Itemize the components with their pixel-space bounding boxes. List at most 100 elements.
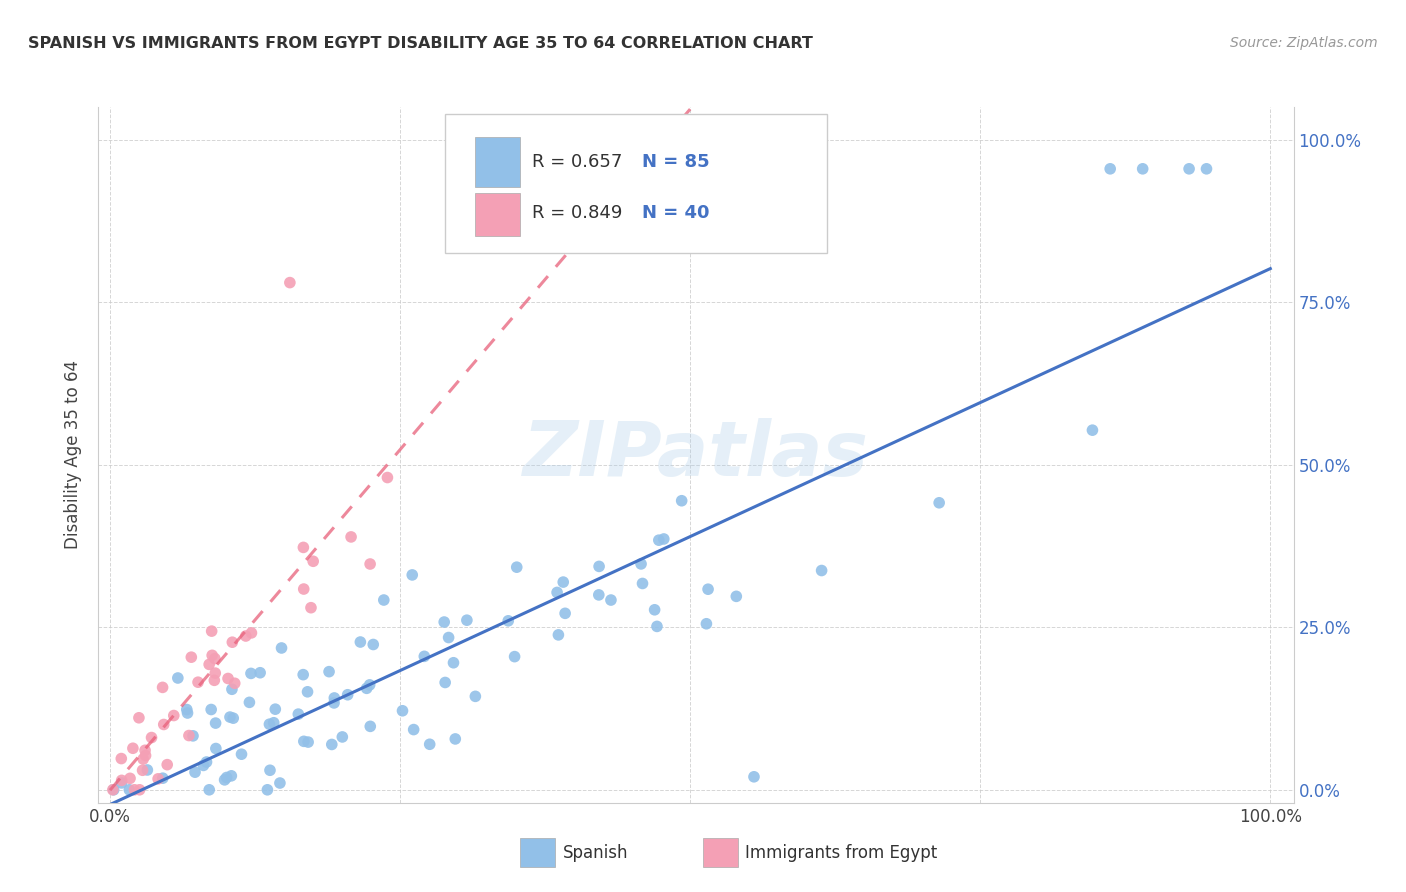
Point — [630, 557, 652, 571]
Point — [742, 770, 765, 784]
Point — [456, 613, 478, 627]
Point — [177, 729, 200, 743]
Point — [323, 696, 346, 710]
Point — [401, 568, 423, 582]
Point — [269, 776, 291, 790]
Point — [141, 731, 163, 745]
Point — [221, 682, 243, 697]
Point — [321, 738, 343, 752]
Point — [377, 470, 399, 484]
Point — [697, 582, 720, 597]
Point — [132, 752, 155, 766]
Point — [128, 782, 150, 797]
Point — [323, 690, 346, 705]
Text: ZIPatlas: ZIPatlas — [523, 418, 869, 491]
Point — [356, 681, 378, 696]
Point — [215, 771, 238, 785]
Point — [219, 710, 242, 724]
Point — [263, 715, 285, 730]
Point — [444, 731, 467, 746]
Point — [506, 560, 529, 574]
Point — [166, 671, 188, 685]
Point — [631, 576, 654, 591]
Point — [176, 702, 198, 716]
Point — [124, 782, 146, 797]
Y-axis label: Disability Age 35 to 64: Disability Age 35 to 64 — [65, 360, 83, 549]
Point — [648, 533, 671, 548]
Point — [297, 685, 319, 699]
Point — [292, 541, 315, 555]
Point — [1081, 423, 1104, 437]
Point — [373, 593, 395, 607]
Point — [163, 708, 186, 723]
Point — [1132, 161, 1154, 176]
Point — [181, 729, 204, 743]
Point — [193, 758, 215, 772]
Point — [928, 496, 950, 510]
Point — [588, 559, 610, 574]
FancyBboxPatch shape — [475, 137, 520, 187]
Point — [443, 656, 465, 670]
Point — [336, 688, 359, 702]
Point — [330, 730, 353, 744]
Point — [131, 764, 153, 778]
Point — [1099, 161, 1122, 176]
Text: Source: ZipAtlas.com: Source: ZipAtlas.com — [1230, 36, 1378, 50]
Point — [259, 717, 281, 731]
Point — [292, 734, 315, 748]
Text: Immigrants from Egypt: Immigrants from Egypt — [745, 844, 938, 862]
Point — [292, 667, 315, 681]
Point — [1178, 161, 1201, 176]
Point — [546, 585, 568, 599]
Point — [434, 675, 457, 690]
Point — [264, 702, 287, 716]
Point — [433, 615, 456, 629]
Point — [256, 782, 278, 797]
Point — [205, 741, 228, 756]
Point — [249, 665, 271, 680]
FancyBboxPatch shape — [475, 193, 520, 235]
Point — [287, 707, 309, 722]
Point — [200, 702, 222, 716]
Text: N = 85: N = 85 — [643, 153, 710, 171]
Point — [110, 751, 132, 765]
Point — [240, 666, 263, 681]
Point — [419, 737, 441, 751]
Point — [122, 741, 145, 756]
Point — [156, 757, 179, 772]
Point — [204, 716, 226, 731]
Point — [222, 711, 245, 725]
Point — [221, 769, 243, 783]
Point — [128, 711, 150, 725]
Point — [111, 773, 134, 788]
Point — [413, 649, 436, 664]
Point — [437, 631, 460, 645]
Point — [1195, 161, 1218, 176]
Point — [136, 763, 159, 777]
Point — [361, 638, 384, 652]
Point — [240, 626, 263, 640]
Point — [278, 276, 301, 290]
Point — [318, 665, 340, 679]
Point — [299, 600, 322, 615]
Point — [553, 575, 575, 590]
Point — [202, 673, 225, 688]
FancyBboxPatch shape — [446, 114, 827, 253]
Point — [297, 735, 319, 749]
Point — [464, 690, 486, 704]
Point — [238, 695, 260, 709]
Point — [176, 706, 198, 720]
Point — [204, 666, 226, 681]
Point — [292, 582, 315, 596]
Point — [204, 651, 226, 665]
Point — [600, 593, 623, 607]
Point — [349, 635, 371, 649]
Point — [359, 678, 381, 692]
Point — [810, 564, 832, 578]
Point — [554, 607, 576, 621]
Point — [201, 624, 224, 639]
Point — [695, 616, 717, 631]
Point — [195, 755, 218, 769]
Point — [152, 717, 174, 731]
Point — [644, 603, 666, 617]
